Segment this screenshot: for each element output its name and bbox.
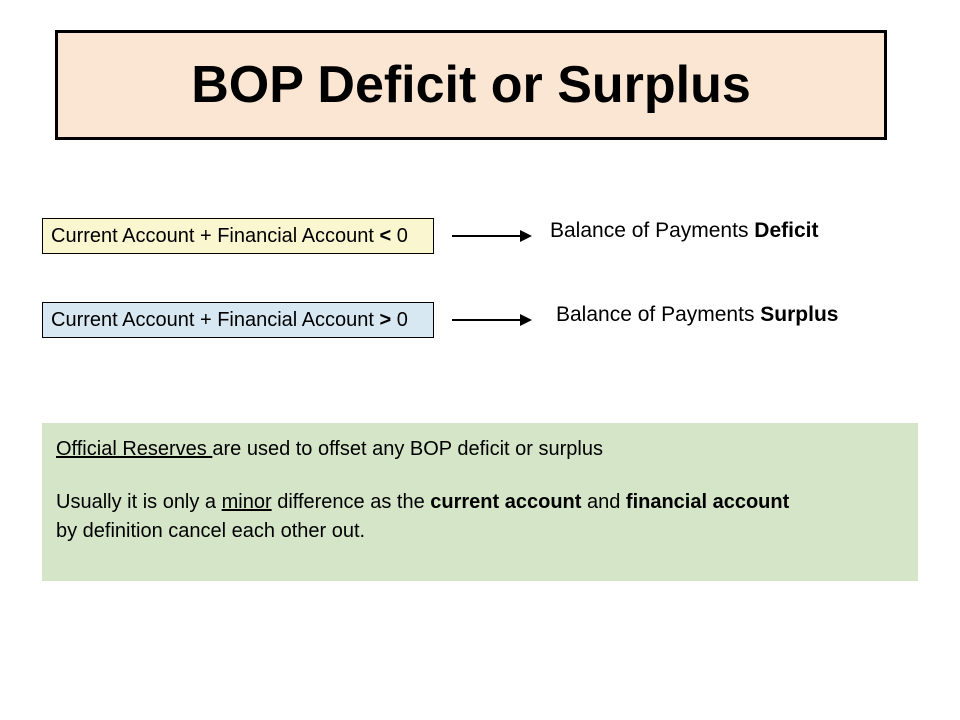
- equation-surplus-text: Current Account + Financial Account > 0: [51, 309, 408, 332]
- note-financial-account: financial account: [626, 491, 789, 513]
- result2-prefix: Balance of Payments: [556, 303, 760, 326]
- eq2-prefix: Current Account + Financial Account: [51, 309, 380, 331]
- result1-bold: Deficit: [754, 219, 818, 242]
- note-line-3: by definition cancel each other out.: [56, 517, 904, 546]
- equation-deficit-text: Current Account + Financial Account < 0: [51, 225, 408, 248]
- arrow-deficit: [452, 230, 532, 242]
- arrow-head-icon: [520, 314, 532, 326]
- eq1-operator: <: [380, 225, 392, 247]
- note-line-1: Official Reserves are used to offset any…: [56, 435, 904, 464]
- eq1-prefix: Current Account + Financial Account: [51, 225, 380, 247]
- note-box: Official Reserves are used to offset any…: [42, 423, 918, 581]
- equation-box-surplus: Current Account + Financial Account > 0: [42, 302, 434, 338]
- result1-prefix: Balance of Payments: [550, 219, 754, 242]
- arrow-line-icon: [452, 235, 520, 237]
- result-deficit: Balance of Payments Deficit: [550, 219, 818, 243]
- note-spacer: [56, 464, 904, 488]
- arrow-head-icon: [520, 230, 532, 242]
- arrow-surplus: [452, 314, 532, 326]
- note-l2a: Usually it is only a: [56, 491, 222, 513]
- note-minor: minor: [222, 491, 272, 513]
- title-box: BOP Deficit or Surplus: [55, 30, 887, 140]
- result-surplus: Balance of Payments Surplus: [556, 303, 838, 327]
- page-title: BOP Deficit or Surplus: [191, 55, 751, 115]
- note-line1-rest: are used to offset any BOP deficit or su…: [212, 438, 603, 460]
- eq2-suffix: 0: [391, 309, 408, 331]
- equation-box-deficit: Current Account + Financial Account < 0: [42, 218, 434, 254]
- note-l2b: difference as the: [272, 491, 431, 513]
- note-current-account: current account: [430, 491, 581, 513]
- note-official-reserves: Official Reserves: [56, 438, 212, 460]
- eq2-operator: >: [380, 309, 392, 331]
- arrow-line-icon: [452, 319, 520, 321]
- eq1-suffix: 0: [391, 225, 408, 247]
- result2-bold: Surplus: [760, 303, 838, 326]
- note-line-2: Usually it is only a minor difference as…: [56, 488, 904, 517]
- note-l2c: and: [581, 491, 625, 513]
